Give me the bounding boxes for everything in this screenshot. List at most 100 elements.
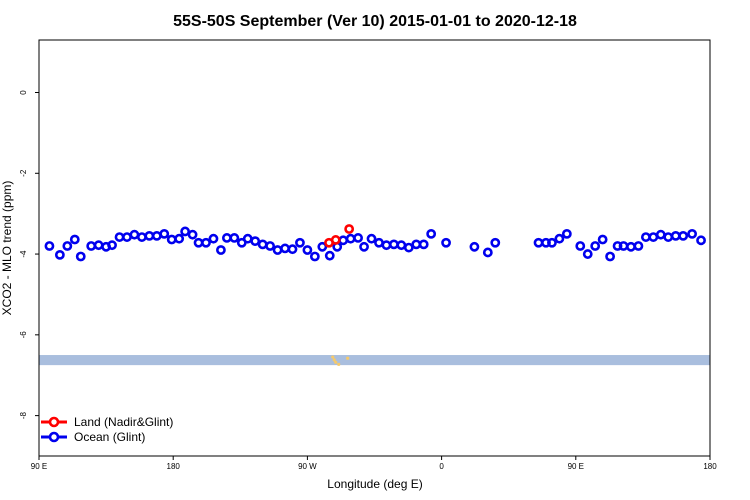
ocean-point (166, 234, 177, 245)
ocean-point (648, 232, 659, 242)
ocean-point (201, 237, 211, 248)
ocean-point (618, 241, 629, 251)
legend-ocean-marker (48, 431, 60, 443)
ocean-point (663, 232, 674, 242)
ocean-point (605, 251, 615, 262)
ocean-point (359, 241, 369, 252)
ocean-point (144, 230, 155, 241)
land-point (330, 235, 341, 245)
land-mark (332, 358, 336, 362)
ocean-point (345, 233, 356, 244)
ocean-point (490, 237, 501, 248)
coverage-band-rect (39, 355, 710, 366)
ocean-point (590, 241, 601, 251)
ocean-point (426, 228, 437, 239)
ocean-point (469, 241, 480, 252)
x-tick-label: 180 (703, 462, 717, 471)
land-point (344, 224, 355, 234)
ocean-point (640, 232, 651, 242)
ocean-point (696, 235, 706, 246)
ocean-point (626, 241, 636, 252)
ocean-point (229, 233, 240, 243)
ocean-point (129, 229, 140, 240)
ocean-point (374, 237, 384, 248)
ocean-point (44, 241, 55, 251)
ocean-point (381, 240, 392, 251)
ocean-point (180, 226, 191, 237)
ocean-point (287, 244, 298, 255)
ocean-point (122, 232, 132, 242)
x-axis-label: Longitude (deg E) (327, 477, 422, 491)
ocean-point (597, 234, 608, 245)
ocean-point (482, 247, 493, 258)
ocean-point (309, 251, 320, 262)
ocean-point (187, 229, 198, 240)
ocean-point (366, 233, 377, 244)
y-tick-label: -2 (19, 169, 28, 177)
y-axis-label: XCO2 - MLO trend (ppm) (0, 181, 14, 316)
ocean-point (216, 245, 226, 255)
ocean-point (411, 239, 422, 250)
ocean-point (441, 237, 451, 248)
x-tick-label: 0 (439, 462, 444, 471)
ocean-point (257, 239, 268, 250)
legend-land-label: Land (Nadir&Glint) (74, 415, 173, 429)
ocean-point (174, 233, 185, 244)
ocean-point (324, 250, 335, 261)
ocean-point (655, 229, 666, 240)
land-mark (337, 362, 341, 366)
ocean-point (533, 237, 544, 248)
ocean-point (114, 232, 125, 242)
land-mark (331, 355, 335, 359)
y-tick-label: -8 (19, 412, 28, 420)
series-ocean (44, 226, 706, 262)
ocean-point (208, 233, 219, 244)
legend-ocean-label: Ocean (Glint) (74, 430, 145, 444)
ocean-point (136, 232, 147, 242)
ocean-point (633, 241, 644, 251)
ocean-point (575, 241, 586, 251)
legend-land-marker (48, 416, 60, 428)
ocean-point (242, 233, 253, 244)
ocean-point (265, 241, 276, 251)
ocean-point (54, 249, 65, 260)
ocean-point (388, 239, 399, 250)
ocean-point (396, 240, 407, 251)
x-tick-label: 180 (167, 462, 181, 471)
chart-title: 55S-50S September (Ver 10) 2015-01-01 to… (173, 13, 577, 30)
ocean-point (403, 242, 414, 253)
ocean-point (221, 233, 232, 243)
ocean-point (418, 239, 429, 250)
ocean-point (69, 234, 80, 245)
ocean-point (107, 240, 117, 251)
y-axis: 0 -2 -4 -6 -8 (19, 90, 39, 419)
land-mark (346, 356, 350, 360)
ocean-point (193, 237, 204, 248)
ocean-point (302, 245, 313, 255)
x-axis: 90 E 180 90 W 0 90 E 180 (31, 456, 717, 471)
series-layer (44, 224, 706, 262)
ocean-point (317, 241, 328, 252)
ocean-point (554, 233, 565, 244)
ocean-point (62, 241, 73, 251)
legend: Land (Nadir&Glint) Ocean (Glint) (41, 415, 173, 444)
ocean-point (151, 230, 162, 241)
x-tick-label: 90 E (568, 462, 584, 471)
plot-frame (38, 39, 711, 457)
ocean-point (280, 243, 290, 254)
ocean-point (561, 228, 572, 239)
ocean-point (353, 233, 363, 243)
ocean-point (159, 228, 170, 239)
ocean-point (670, 230, 681, 241)
ocean-point (687, 228, 698, 239)
y-tick-label: -6 (19, 331, 28, 339)
ocean-point (547, 237, 557, 248)
series-land (324, 224, 355, 248)
x-tick-label: 90 E (31, 462, 47, 471)
coverage-band (39, 355, 710, 366)
land-mark (334, 360, 338, 364)
ocean-point (338, 235, 349, 246)
ocean-point (272, 245, 283, 255)
ocean-point (250, 236, 261, 247)
